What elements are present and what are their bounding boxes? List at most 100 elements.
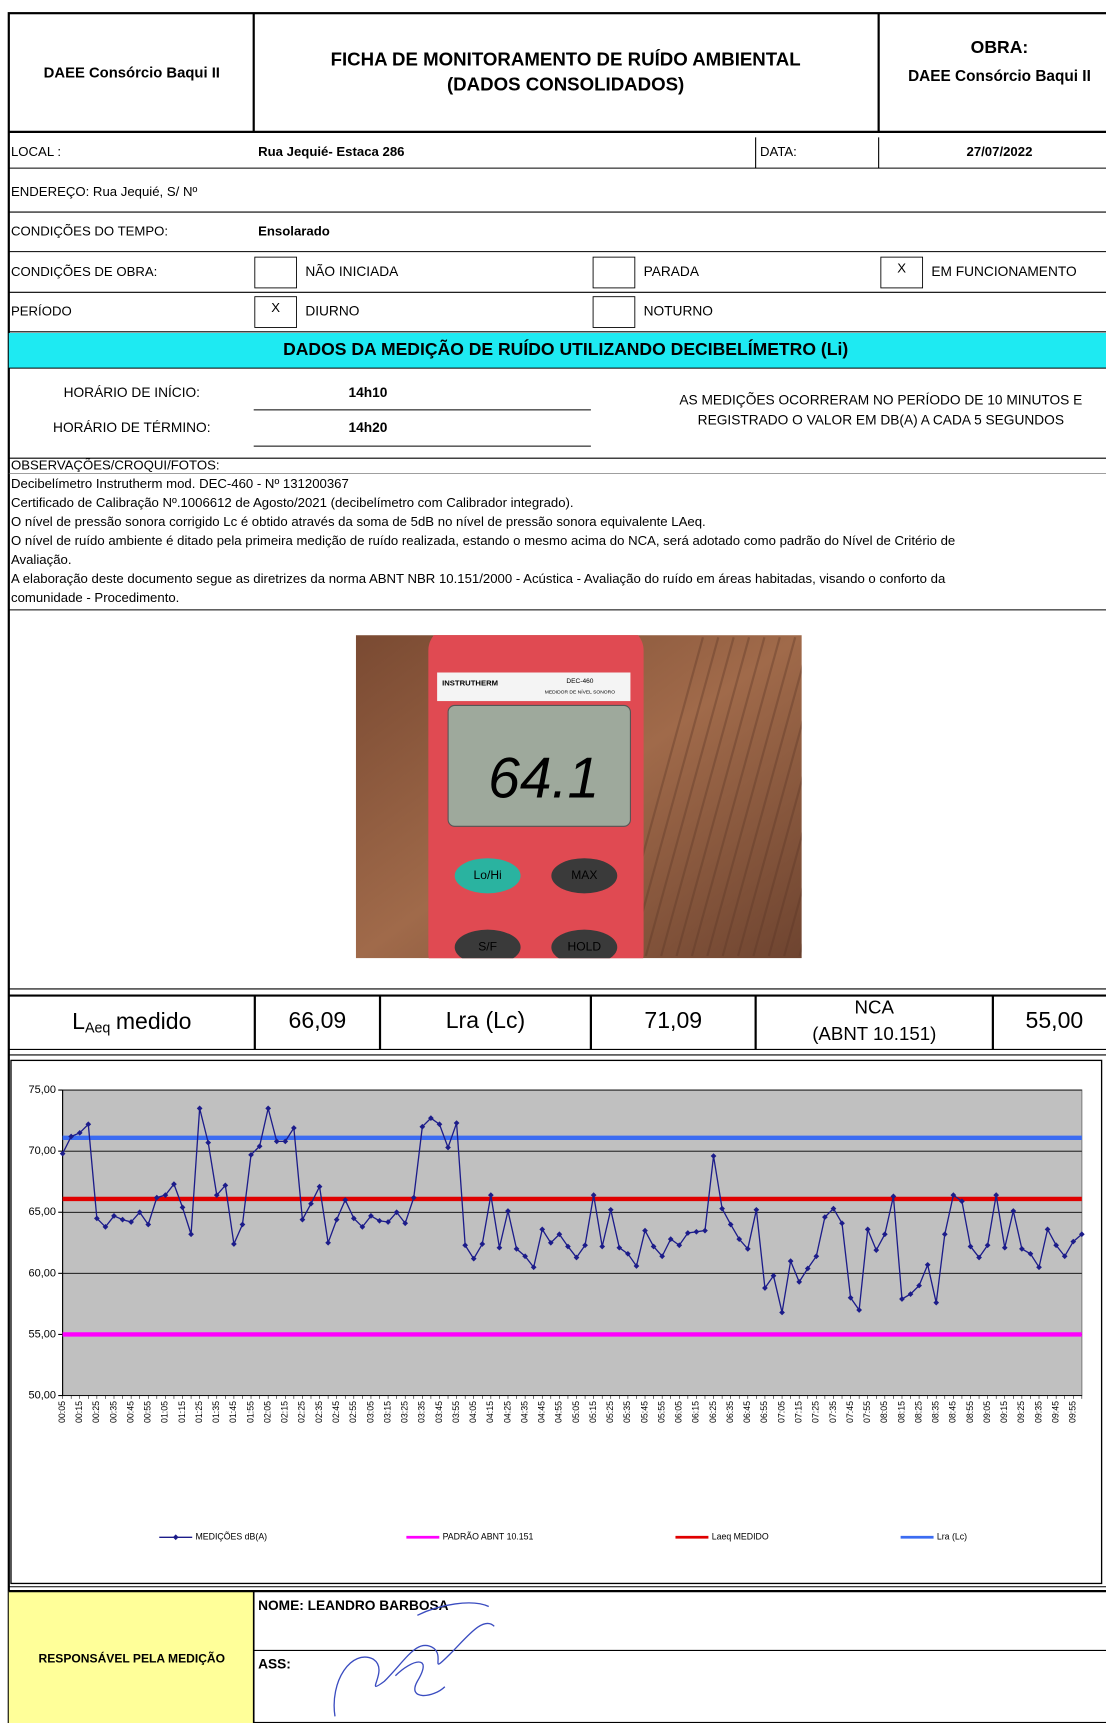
x-tick-label: 01:25 — [194, 1401, 204, 1423]
data-point — [984, 1242, 991, 1249]
measurement-note: AS MEDIÇÕES OCORRERAM NO PERÍODO DE 10 M… — [679, 392, 1082, 408]
x-tick-label: 09:35 — [1033, 1401, 1043, 1423]
signature — [333, 1602, 495, 1717]
x-tick-label: 00:05 — [57, 1401, 67, 1423]
data-point — [573, 1254, 580, 1261]
x-tick-label: 07:35 — [828, 1401, 838, 1423]
x-tick-label: 01:45 — [228, 1401, 238, 1423]
legend-label: PADRÃO ABNT 10.151 — [443, 1532, 534, 1542]
data-point — [128, 1219, 134, 1225]
checkbox — [254, 256, 297, 289]
responsible-label: RESPONSÁVEL PELA MEDIÇÃO — [39, 1650, 226, 1665]
photo: INSTRUTHERM DEC-460 MEDIDOR DE NÍVEL SONOR… — [355, 635, 802, 959]
data-point — [59, 1150, 66, 1157]
data-point — [325, 1239, 331, 1246]
x-tick-label: 08:05 — [879, 1401, 889, 1423]
x-tick-label: 01:35 — [211, 1401, 221, 1423]
x-tick-label: 04:35 — [519, 1401, 529, 1423]
observations-title: OBSERVAÇÕES/CROQUI/FOTOS: — [11, 457, 220, 472]
x-tick-label: 04:25 — [502, 1401, 512, 1423]
data-point — [924, 1261, 931, 1268]
data-point — [753, 1206, 760, 1213]
x-tick-label: 02:55 — [348, 1401, 358, 1423]
laeq-label: LAeq medido — [72, 1008, 191, 1036]
observation-line: Avaliação. — [11, 552, 72, 567]
x-tick-label: 08:55 — [965, 1401, 975, 1423]
field-label: HORÁRIO DE TÉRMINO: — [53, 419, 210, 435]
soil-texture — [737, 720, 802, 957]
field-value: 14h10 — [348, 385, 387, 400]
data-point — [993, 1192, 1000, 1199]
x-tick-label: 02:15 — [280, 1401, 290, 1423]
x-tick-label: 07:15 — [794, 1401, 804, 1423]
button-label: HOLD — [568, 939, 602, 953]
checkbox — [254, 296, 297, 328]
data-point — [393, 1209, 400, 1216]
x-tick-label: 06:35 — [725, 1401, 735, 1423]
checkbox — [592, 256, 636, 289]
x-tick-label: 03:55 — [451, 1401, 461, 1423]
data-point — [907, 1291, 914, 1297]
x-tick-label: 08:45 — [948, 1401, 958, 1423]
meter-reading: 64.1 — [488, 746, 599, 810]
x-tick-label: 06:05 — [674, 1401, 684, 1423]
data-point — [153, 1194, 160, 1201]
meter-caption: MEDIDOR DE NÍVEL SONORO — [545, 689, 615, 696]
signature-label: ASS: — [258, 1656, 291, 1671]
field-label: HORÁRIO DE INÍCIO: — [64, 384, 200, 400]
data-point — [213, 1192, 220, 1199]
responsible-cell — [8, 1591, 254, 1723]
data-point — [410, 1194, 417, 1201]
option-label: EM FUNCIONAMENTO — [931, 264, 1077, 279]
x-tick-label: 06:25 — [708, 1401, 718, 1423]
soil-texture — [690, 637, 781, 957]
y-tick-label: 75,00 — [29, 1084, 56, 1096]
field-value: Rua Jequié- Estaca 286 — [258, 144, 404, 159]
data-point — [162, 1192, 169, 1199]
x-tick-label: 05:35 — [622, 1401, 632, 1423]
option-label: NÃO INICIADA — [305, 263, 399, 279]
sheet-title: (DADOS CONSOLIDADOS) — [447, 74, 684, 95]
x-tick-label: 04:05 — [468, 1401, 478, 1423]
obra-name: DAEE Consórcio Baqui II — [908, 68, 1091, 85]
soil-texture — [752, 776, 802, 957]
observation-line: O nível de pressão sonora corrigido Lc é… — [11, 514, 706, 529]
data-point — [873, 1247, 880, 1253]
data-point — [1001, 1244, 1008, 1251]
data-point — [222, 1182, 229, 1189]
x-tick-label: 06:55 — [759, 1401, 769, 1423]
button-label: MAX — [571, 868, 597, 882]
lra-label: Lra (Lc) — [446, 1007, 525, 1033]
nca-label: NCA — [855, 997, 895, 1018]
series-line — [62, 1108, 1083, 1313]
x-tick-label: 03:35 — [417, 1401, 427, 1423]
y-tick-label: 55,00 — [29, 1328, 56, 1340]
checkbox-mark: X — [271, 300, 280, 315]
x-tick-label: 09:55 — [1068, 1401, 1078, 1423]
meter-button — [454, 929, 521, 959]
x-tick-label: 09:15 — [999, 1401, 1009, 1423]
field-label: CONDIÇÕES DO TEMPO: — [11, 223, 168, 238]
x-tick-label: 00:25 — [91, 1401, 101, 1423]
nca-value: 55,00 — [1026, 1007, 1084, 1033]
section-title: DADOS DA MEDIÇÃO DE RUÍDO UTILIZANDO DEC… — [283, 338, 848, 359]
x-tick-label: 05:55 — [656, 1401, 666, 1423]
x-tick-label: 00:45 — [125, 1401, 135, 1423]
laeq-subscript: Aeq — [85, 1020, 110, 1036]
data-point — [487, 1192, 494, 1199]
legend-marker — [172, 1534, 179, 1541]
x-tick-label: 05:05 — [571, 1401, 581, 1423]
x-tick-label: 08:25 — [913, 1401, 923, 1423]
x-tick-label: 05:45 — [639, 1401, 649, 1423]
x-tick-label: 00:55 — [143, 1401, 153, 1423]
checkbox-mark: X — [897, 261, 906, 276]
field-label: DATA: — [760, 144, 797, 159]
data-point — [899, 1296, 905, 1302]
x-tick-label: 09:25 — [1016, 1401, 1026, 1423]
data-point — [1053, 1242, 1059, 1249]
field-value: 14h20 — [348, 420, 387, 435]
address: ENDEREÇO: Rua Jequié, S/ Nº — [11, 184, 197, 199]
data-point — [822, 1214, 828, 1220]
responsible-name: NOME: LEANDRO BARBOSA — [258, 1598, 449, 1613]
soil-texture — [675, 637, 766, 957]
